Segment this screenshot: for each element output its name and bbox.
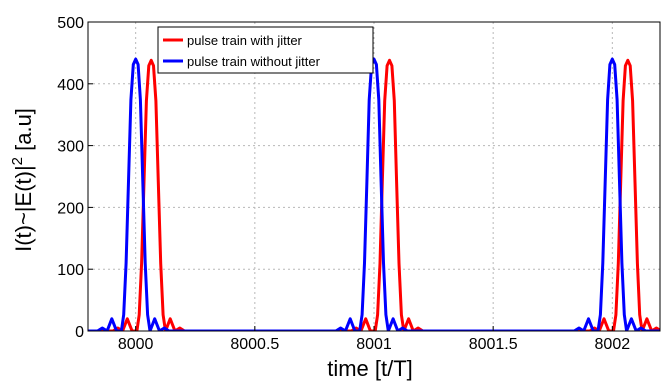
y-axis-label-main: I(t)~|E(t)| — [11, 165, 36, 252]
legend: pulse train with jitter pulse train with… — [157, 26, 374, 74]
legend-label-jitter: pulse train with jitter — [187, 33, 303, 48]
y-tick-label: 0 — [75, 324, 84, 341]
y-tick-label: 300 — [57, 139, 84, 156]
y-axis-label: I(t)~|E(t)|2 [a.u] — [9, 108, 36, 252]
y-tick-label: 500 — [57, 15, 84, 32]
y-tick-label: 200 — [57, 200, 84, 217]
series-layer — [88, 57, 660, 331]
x-tick-label: 8000.5 — [230, 336, 279, 353]
x-tick-label: 8001 — [356, 336, 392, 353]
grid-lines — [88, 22, 660, 331]
legend-box — [157, 26, 374, 74]
x-axis-label: time [t/T] — [327, 356, 413, 381]
x-tick-label: 8001.5 — [469, 336, 518, 353]
y-axis-label-superscript: 2 — [9, 157, 26, 165]
series-line-with-jitter — [88, 58, 660, 331]
series-line-without-jitter — [88, 57, 660, 331]
axis-ticks: 8000 8000.5 8001 8001.5 8002 0 100 200 300 400 500 — [57, 15, 630, 353]
x-tick-label: 8002 — [595, 336, 631, 353]
legend-label-no-jitter: pulse train without jitter — [187, 54, 321, 69]
y-tick-label: 400 — [57, 77, 84, 94]
y-tick-label: 100 — [57, 262, 84, 279]
x-tick-label: 8000 — [118, 336, 154, 353]
y-axis-label-units: [a.u] — [11, 108, 36, 157]
